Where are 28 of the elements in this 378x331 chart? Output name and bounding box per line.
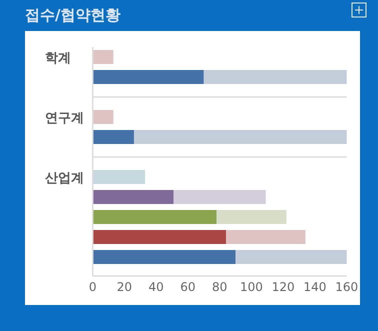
chart-title: 접수/협약현황	[25, 6, 120, 24]
x-tick-label: 160	[335, 280, 358, 294]
bar	[134, 130, 347, 144]
x-tick-label: 100	[240, 280, 263, 294]
x-tick-label: 40	[148, 280, 164, 294]
bar	[236, 250, 347, 264]
bar	[92, 130, 134, 144]
x-tick-label: 80	[212, 280, 228, 294]
bar	[92, 170, 146, 184]
bar	[92, 50, 114, 64]
x-tick-label: 140	[303, 280, 326, 294]
bar	[92, 210, 217, 224]
bar	[92, 190, 174, 204]
bar	[226, 230, 306, 244]
x-tick-label: 0	[88, 280, 97, 294]
bar	[216, 210, 286, 224]
bar	[92, 110, 114, 124]
bar	[92, 70, 204, 84]
bar	[204, 70, 347, 84]
y-tick-label: 학계	[45, 51, 71, 66]
y-tick-label: 연구계	[45, 111, 84, 126]
y-tick-label: 산업계	[45, 171, 84, 186]
x-tick-label: 60	[180, 280, 196, 294]
bar	[92, 250, 236, 264]
x-tick-label: 120	[272, 280, 295, 294]
x-tick-label: 20	[116, 280, 132, 294]
bar	[92, 230, 226, 244]
bar	[174, 190, 266, 204]
